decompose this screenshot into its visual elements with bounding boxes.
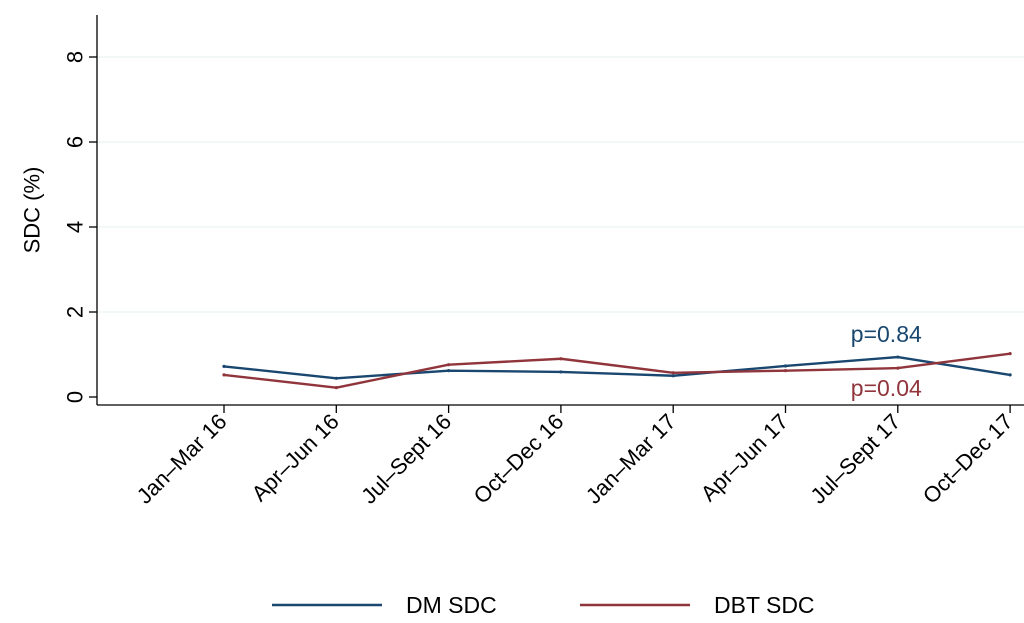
y-tick-label: 8 xyxy=(63,51,88,63)
data-point-dbt-sdc xyxy=(334,386,338,390)
data-point-dbt-sdc xyxy=(671,371,675,375)
annotations: p=0.84 p=0.04 xyxy=(851,321,922,401)
legend: DM SDC DBT SDC xyxy=(272,592,815,618)
data-point-dm-sdc xyxy=(783,364,788,368)
x-tick-label: Oct–Dec 16 xyxy=(469,409,569,509)
data-point-dm-sdc xyxy=(896,355,900,359)
data-point-dbt-sdc xyxy=(222,373,226,377)
data-point-dm-sdc xyxy=(447,369,451,373)
data-point-dbt-sdc xyxy=(1008,352,1012,356)
series-line-dbt-sdc xyxy=(223,352,1011,389)
x-tick-label: Jul–Sept 16 xyxy=(356,409,456,509)
x-tick-label: Jan–Mar 16 xyxy=(132,409,232,509)
y-tick-label: 2 xyxy=(63,306,88,318)
data-point-dm-sdc xyxy=(334,376,338,380)
series xyxy=(222,352,1012,390)
x-tick-label: Apr–Jun 17 xyxy=(696,409,793,506)
x-tick-label: Jan–Mar 17 xyxy=(581,409,681,509)
data-point-dm-sdc xyxy=(559,370,563,374)
data-point-dbt-sdc xyxy=(896,366,900,370)
y-axis-title: SDC (%) xyxy=(20,167,45,254)
y-tick-label: 4 xyxy=(63,221,88,233)
series-line-dm-sdc xyxy=(223,355,1011,380)
data-point-dbt-sdc xyxy=(783,369,788,373)
x-tick-label: Oct–Dec 17 xyxy=(918,409,1018,509)
data-point-dbt-sdc xyxy=(447,363,451,367)
legend-label: DBT SDC xyxy=(714,592,815,618)
x-tick-label: Apr–Jun 16 xyxy=(247,409,344,506)
data-point-dm-sdc xyxy=(1008,373,1012,377)
p-value-annotation: p=0.84 xyxy=(851,321,922,347)
data-point-dm-sdc xyxy=(671,374,675,378)
grid xyxy=(97,56,1024,313)
y-tick-label: 0 xyxy=(63,391,88,403)
x-tick-label: Jul–Sept 17 xyxy=(805,409,905,509)
data-point-dm-sdc xyxy=(222,364,226,368)
legend-label: DM SDC xyxy=(406,592,497,618)
y-tick-label: 6 xyxy=(63,136,88,148)
p-value-annotation: p=0.04 xyxy=(851,375,922,401)
data-point-dbt-sdc xyxy=(559,357,563,361)
